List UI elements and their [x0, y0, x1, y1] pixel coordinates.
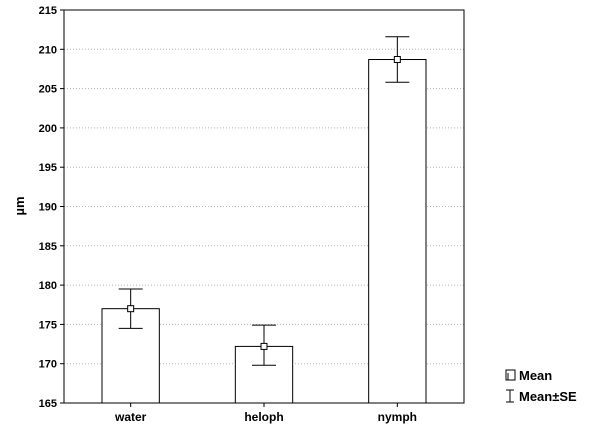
y-tick-label: 210	[39, 44, 57, 56]
x-tick-label-water: water	[114, 410, 147, 424]
y-axis: 165 170 175 180 185 190 195 200 205 210 215	[39, 5, 64, 410]
x-tick-label-nymph: nymph	[378, 410, 417, 424]
legend-label-mean: Mean	[519, 368, 552, 383]
bars	[101, 59, 427, 404]
mean-marker-heloph	[260, 342, 268, 350]
mean-marker-water	[127, 305, 135, 313]
x-axis: water heloph nymph	[114, 403, 417, 424]
y-tick-label: 215	[39, 5, 57, 17]
y-tick-label: 165	[39, 398, 57, 410]
y-axis-label: µm	[12, 196, 27, 215]
y-tick-label: 170	[39, 359, 57, 371]
legend-label-se: Mean±SE	[519, 389, 577, 404]
y-tick-label: 205	[39, 84, 57, 96]
legend-mean-icon	[505, 369, 516, 381]
y-tick-label: 195	[39, 162, 57, 174]
bar-nymph	[368, 59, 427, 404]
y-tick-label: 180	[39, 280, 57, 292]
error-bars	[118, 36, 410, 366]
y-tick-label: 190	[39, 202, 57, 214]
y-tick-label: 175	[39, 319, 57, 331]
y-tick-label: 200	[39, 123, 57, 135]
x-tick-label-heloph: heloph	[244, 410, 283, 424]
legend: Mean Mean±SE	[505, 368, 577, 404]
y-tick-label: 185	[39, 241, 57, 253]
mean-marker-nymph	[393, 56, 401, 64]
